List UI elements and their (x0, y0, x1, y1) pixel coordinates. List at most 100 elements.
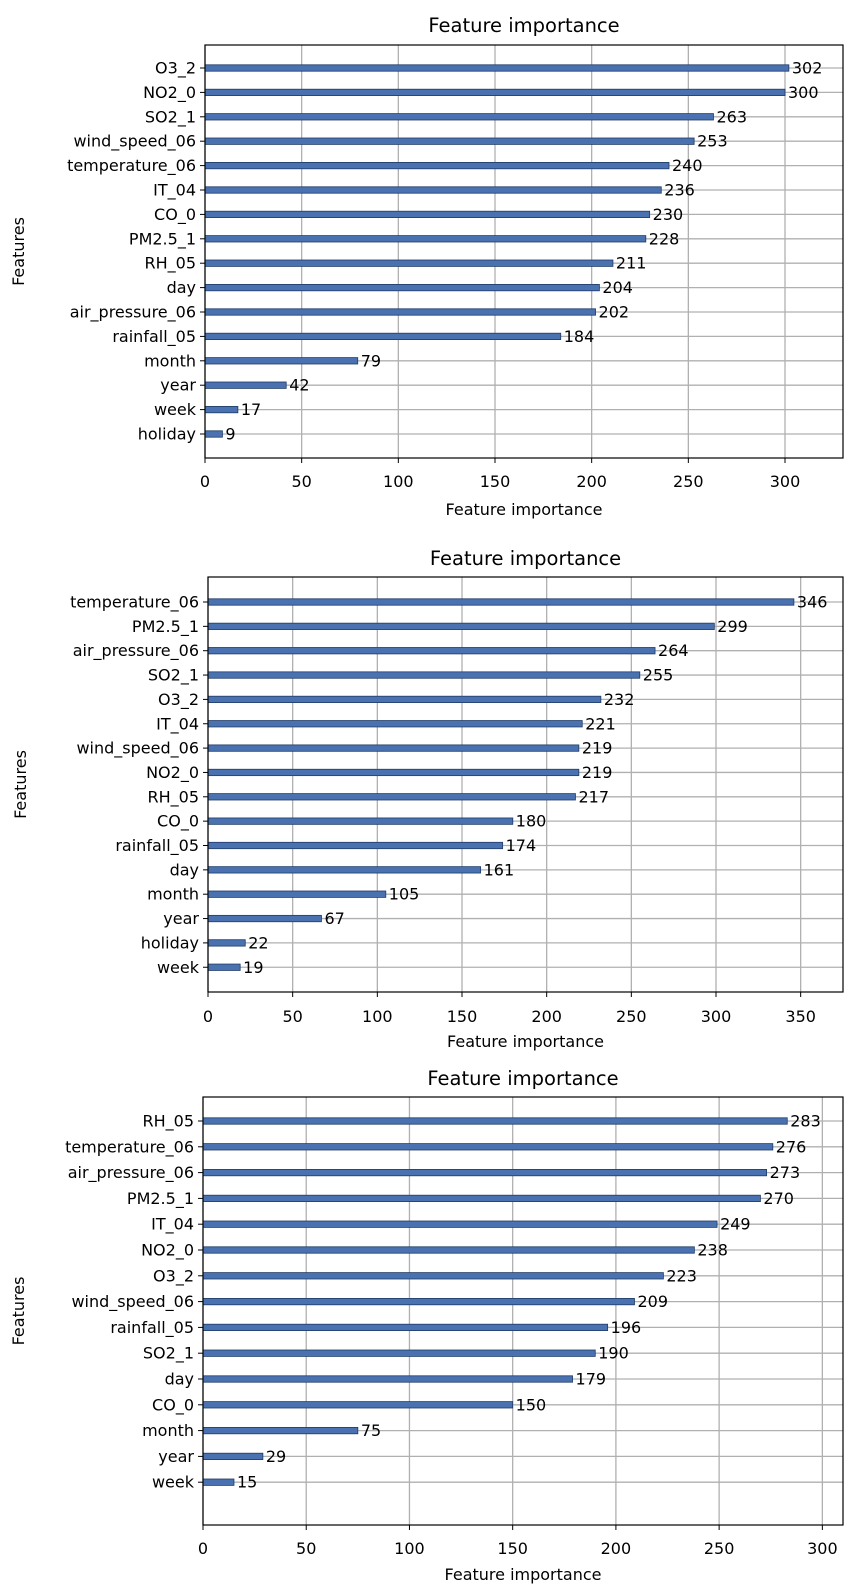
y-tick-label: IT_04 (153, 181, 196, 201)
data-label: 255 (643, 666, 674, 685)
x-tick-label: 150 (497, 1539, 528, 1558)
y-tick-label: temperature_06 (65, 1137, 194, 1157)
x-tick-label: 300 (770, 472, 801, 491)
data-label: 276 (776, 1137, 807, 1156)
y-tick-label: rainfall_05 (110, 1318, 194, 1338)
bar-wind_speed_06 (204, 137, 695, 145)
bar-O3_2 (207, 695, 602, 704)
data-label: 238 (697, 1241, 728, 1260)
y-tick-label: RH_05 (142, 1112, 194, 1132)
chart-2: 346 299 264 255 232 221 219 219 217 180 174 161 105 6… (11, 547, 844, 1051)
x-tick-label: 300 (701, 1007, 732, 1026)
x-tick-label: 250 (704, 1539, 735, 1558)
y-tick-label: temperature_06 (70, 593, 199, 613)
y-tick-label: year (160, 376, 196, 395)
y-tick-label: CO_0 (154, 205, 196, 225)
data-label: 228 (649, 229, 680, 248)
y-tick-label: O3_2 (153, 1266, 194, 1286)
y-tick-label: holiday (141, 933, 199, 952)
data-label: 22 (248, 933, 268, 952)
bar-air_pressure_06 (207, 647, 656, 655)
y-tick-label: day (165, 1370, 194, 1389)
x-tick-label: 100 (362, 1007, 393, 1026)
bar-IT_04 (207, 720, 583, 728)
y-tick-label: rainfall_05 (115, 836, 199, 856)
y-tick-label: RH_05 (144, 254, 196, 274)
data-label: 184 (564, 327, 595, 346)
y-axis-label: Features (9, 1277, 28, 1346)
bar-temperature_06 (207, 598, 795, 606)
data-label: 150 (516, 1395, 547, 1414)
y-tick-label: temperature_06 (67, 156, 196, 176)
bar-year (204, 381, 287, 389)
y-tick-label: PM2.5_1 (132, 617, 199, 637)
bar-air_pressure_06 (202, 1169, 768, 1177)
data-label: 179 (576, 1370, 607, 1389)
bar-holiday (207, 939, 246, 947)
bar-PM2.5_1 (207, 622, 715, 630)
data-label: 17 (241, 400, 261, 419)
bar-CO_0 (204, 210, 651, 218)
y-tick-label: week (154, 400, 197, 419)
y-tick-label: month (142, 1421, 194, 1440)
y-tick-label: year (158, 1447, 194, 1466)
data-label: 75 (361, 1421, 381, 1440)
data-label: 299 (717, 617, 748, 636)
x-tick-label: 200 (531, 1007, 562, 1026)
bar-temperature_06 (202, 1143, 774, 1151)
bar-wind_speed_06 (202, 1298, 635, 1306)
bar-SO2_1 (207, 671, 641, 679)
data-label: 29 (266, 1447, 286, 1466)
data-label: 263 (716, 107, 747, 126)
data-label: 270 (763, 1189, 794, 1208)
x-tick-label: 100 (394, 1539, 425, 1558)
y-tick-label: day (167, 278, 196, 297)
y-axis-label: Features (11, 750, 30, 819)
bar-week (204, 405, 239, 414)
y-tick-label: rainfall_05 (112, 327, 196, 347)
y-tick-label: IT_04 (156, 714, 199, 734)
data-label: 42 (289, 376, 309, 395)
y-tick-label: O3_2 (155, 59, 196, 79)
x-tick-label: 50 (282, 1007, 302, 1026)
bar-SO2_1 (202, 1349, 596, 1357)
data-label: 236 (664, 181, 695, 200)
bar-month (204, 357, 359, 365)
y-tick-label: O3_2 (158, 690, 199, 710)
y-tick-label: wind_speed_06 (73, 132, 196, 152)
data-label: 219 (582, 739, 613, 758)
axes-frame (207, 576, 844, 993)
y-axis-label: Features (9, 217, 28, 286)
x-tick-label: 150 (480, 472, 511, 491)
bar-PM2.5_1 (202, 1194, 761, 1202)
bar-RH_05 (202, 1117, 788, 1125)
chart-3: 2832762732702492382232091961901791507529… (9, 1067, 844, 1584)
data-label: 9 (225, 425, 235, 444)
bar-day (202, 1375, 573, 1383)
x-axis-label: Feature importance (446, 500, 603, 519)
bar-O3_2 (204, 64, 790, 72)
y-tick-label: week (152, 1473, 195, 1492)
y-tick-label: day (170, 860, 199, 879)
y-tick-label: SO2_1 (143, 1344, 194, 1364)
y-tick-label: CO_0 (157, 812, 199, 832)
data-label: 174 (506, 836, 537, 855)
bar-day (204, 283, 600, 292)
data-label: 221 (585, 714, 616, 733)
x-tick-label: 350 (785, 1007, 816, 1026)
x-tick-label: 0 (203, 1007, 213, 1026)
bar-day (207, 866, 482, 874)
bar-NO2_0 (204, 88, 786, 96)
data-label: 67 (324, 909, 344, 928)
y-tick-label: RH_05 (147, 787, 199, 807)
x-tick-label: 250 (673, 472, 704, 491)
y-tick-label: air_pressure_06 (73, 641, 199, 661)
data-label: 223 (666, 1266, 697, 1285)
data-label: 230 (653, 205, 684, 224)
bar-year (207, 914, 322, 923)
chart-title: Feature importance (427, 1067, 618, 1090)
x-tick-label: 100 (383, 472, 414, 491)
data-label: 249 (720, 1215, 751, 1234)
data-label: 180 (516, 812, 547, 831)
